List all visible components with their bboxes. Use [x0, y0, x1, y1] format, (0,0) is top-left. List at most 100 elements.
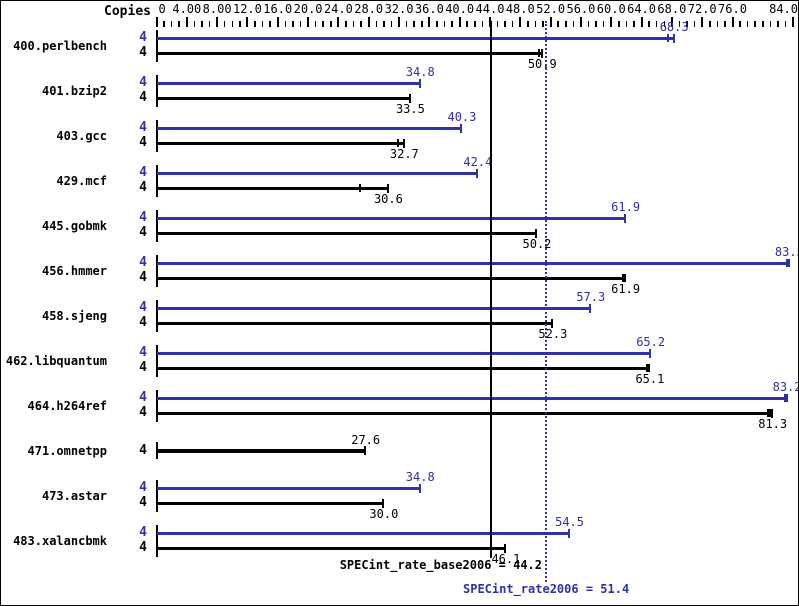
- bar-value-label: 61.9: [611, 200, 641, 214]
- axis-minor-tick: [648, 21, 650, 27]
- base-bar: [157, 366, 650, 370]
- axis-tick-label: 52.0: [536, 2, 566, 16]
- axis-major-tick: [731, 17, 734, 27]
- base-bar: [157, 96, 411, 100]
- copies-value: 4: [139, 442, 147, 458]
- group-axis-stub: [155, 389, 158, 422]
- axis-tick-label: 56.0: [566, 2, 596, 16]
- group-axis-stub: [155, 119, 158, 152]
- copies-value: 4: [139, 75, 147, 90]
- axis-major-tick: [610, 17, 613, 27]
- axis-minor-tick: [193, 21, 196, 27]
- peak-bar: [157, 486, 421, 490]
- axis-minor-tick: [201, 21, 203, 27]
- axis-tick-label: 84.0: [769, 2, 798, 16]
- group-axis-stub: [155, 74, 158, 107]
- group-axis-stub: [155, 254, 158, 287]
- axis-tick-label: 8.00: [202, 2, 232, 16]
- copies-value: 4: [139, 210, 147, 225]
- axis-minor-tick: [330, 21, 332, 27]
- bar-value-label: 34.8: [405, 65, 435, 79]
- axis-tick-label: 44.0: [475, 2, 505, 16]
- axis-major-tick: [246, 17, 249, 27]
- axis-minor-tick: [413, 21, 415, 27]
- group-axis-stub: [155, 479, 158, 512]
- axis-minor-tick: [352, 21, 355, 27]
- bar-value-label: 65.1: [635, 372, 665, 386]
- axis-minor-tick: [451, 21, 453, 27]
- run-result-tick: [359, 184, 362, 192]
- axis-minor-tick: [345, 21, 347, 27]
- bar-value-label: 83.5: [774, 245, 798, 259]
- bar-value-label: 34.8: [405, 470, 435, 484]
- axis-minor-tick: [314, 21, 317, 27]
- copies-value: 4: [139, 120, 147, 135]
- axis-tick-label: 0: [158, 2, 166, 16]
- axis-minor-tick: [784, 21, 787, 27]
- axis-minor-tick: [633, 21, 635, 27]
- copies-value: 4: [139, 225, 147, 240]
- bar-end-marker: [460, 123, 463, 133]
- run-result-tick: [396, 139, 399, 147]
- axis-tick-label: 60.0: [596, 2, 626, 16]
- axis-minor-tick: [163, 21, 165, 27]
- copies-value: 4: [139, 480, 147, 495]
- bar-value-label: 46.1: [491, 552, 521, 566]
- axis-minor-tick: [231, 21, 234, 27]
- axis-tick-label: 12.0: [232, 2, 262, 16]
- axis-minor-tick: [299, 21, 302, 27]
- bar-end-marker: [672, 33, 675, 43]
- axis-major-tick: [398, 17, 401, 27]
- copies-header: Copies: [104, 4, 151, 19]
- copies-value: 4: [139, 255, 147, 270]
- axis-minor-tick: [208, 21, 211, 27]
- axis-tick-label: 76.0: [718, 2, 747, 16]
- base-bar: [157, 321, 553, 325]
- axis-minor-tick: [511, 21, 514, 27]
- bar-end-marker: [418, 483, 421, 493]
- benchmark-label: 429.mcf: [56, 173, 107, 188]
- bar-value-label: 54.5: [555, 515, 584, 529]
- axis-minor-tick: [678, 21, 681, 27]
- base-bar: [157, 276, 626, 280]
- axis-tick-label: 24.0: [323, 2, 353, 16]
- axis-minor-tick: [534, 21, 537, 27]
- axis-minor-tick: [769, 21, 772, 27]
- bar-value-label: 83.2: [772, 380, 799, 394]
- benchmark-label: 401.bzip2: [41, 83, 107, 98]
- group-axis-stub: [155, 164, 158, 197]
- group-axis-stub: [155, 344, 158, 377]
- bar-end-marker: [364, 446, 367, 455]
- axis-major-tick: [428, 17, 431, 27]
- axis-tick-label: 36.0: [414, 2, 444, 16]
- axis-minor-tick: [663, 21, 666, 27]
- bar-end-marker: [624, 213, 627, 223]
- benchmark-label: 464.h264ref: [27, 398, 107, 413]
- axis-minor-tick: [618, 21, 620, 27]
- axis-major-tick: [701, 17, 704, 27]
- axis-major-tick: [519, 17, 522, 27]
- axis-tick-label: 64.0: [627, 2, 656, 16]
- group-axis-stub: [155, 299, 158, 332]
- copies-value: 4: [139, 405, 147, 420]
- axis-minor-tick: [777, 21, 779, 27]
- axis-tick-label: 72.0: [687, 2, 717, 16]
- base-bar: [157, 546, 506, 550]
- bar-value-label: 50.2: [522, 237, 552, 251]
- axis-tick-label: 68.0: [657, 2, 687, 16]
- run-result-tick: [767, 409, 770, 417]
- axis-minor-tick: [421, 21, 423, 27]
- peak-mean-line: [545, 21, 548, 582]
- group-axis-stub: [155, 209, 158, 242]
- bar-end-marker: [785, 259, 790, 267]
- axis-major-tick: [216, 17, 219, 27]
- axis-major-tick: [337, 17, 340, 27]
- axis-major-tick: [579, 17, 582, 27]
- axis-major-tick: [155, 17, 158, 27]
- group-axis-stub: [155, 524, 158, 557]
- bar-end-marker: [476, 168, 479, 178]
- copies-value: 4: [139, 300, 147, 315]
- bar-value-label: 68.3: [659, 20, 689, 34]
- peak-bar: [157, 396, 788, 400]
- axis-major-tick: [185, 17, 188, 27]
